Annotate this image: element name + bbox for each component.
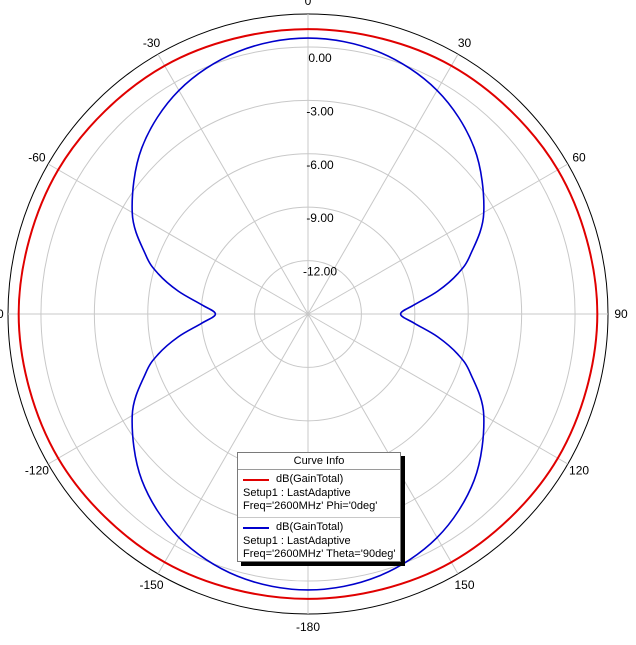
radial-tick-label: -12.00	[303, 265, 337, 279]
grid-spoke	[47, 163, 309, 315]
radial-tick-label: -6.00	[306, 158, 334, 172]
grid-spoke	[157, 53, 309, 315]
angular-tick-label: 30	[458, 36, 472, 50]
radial-tick-label: 0.00	[308, 51, 332, 65]
angular-tick-label: 90	[614, 307, 628, 321]
curve-info-legend[interactable]: Curve Info dB(GainTotal) Setup1 : LastAd…	[237, 452, 401, 562]
legend-title: Curve Info	[238, 453, 400, 470]
radial-tick-label: -9.00	[306, 211, 334, 225]
grid-spoke	[307, 53, 459, 315]
series-theta90-curve	[131, 37, 485, 591]
angular-tick-label: -60	[28, 151, 46, 165]
legend-entry-freq: Freq='2600MHz' Theta='90deg'	[243, 548, 396, 560]
series-phi0-curve	[17, 28, 599, 600]
angular-tick-labels: 0 30 60 90 120 150 -180 -150 -120 -90 -60 -30	[0, 0, 628, 634]
angular-tick-label: 0	[305, 0, 312, 8]
angular-tick-label: -30	[143, 36, 161, 50]
grid-spoke	[47, 313, 309, 465]
legend-entry-theta90[interactable]: dB(GainTotal) Setup1 : LastAdaptive Freq…	[238, 517, 400, 565]
angular-tick-label: 60	[572, 151, 586, 165]
angular-tick-label: -180	[296, 620, 320, 634]
angular-tick-label: -150	[139, 578, 163, 592]
curves	[17, 28, 599, 600]
legend-entry-setup: Setup1 : LastAdaptive	[243, 535, 351, 547]
radial-tick-labels: 0.00 -3.00 -6.00 -9.00 -12.00	[303, 51, 337, 279]
legend-entry-name: dB(GainTotal)	[276, 473, 344, 485]
legend-entry-setup: Setup1 : LastAdaptive	[243, 487, 351, 499]
angular-tick-label: 150	[454, 578, 474, 592]
legend-swatch-red	[243, 479, 269, 481]
grid-spoke	[307, 163, 569, 315]
angular-tick-label: -90	[0, 307, 4, 321]
angular-tick-label: -120	[25, 464, 49, 478]
grid-spoke	[307, 313, 459, 575]
legend-entry-freq: Freq='2600MHz' Phi='0deg'	[243, 500, 378, 512]
legend-entry-name: dB(GainTotal)	[276, 521, 344, 533]
angular-tick-label: 120	[569, 464, 589, 478]
grid-spoke	[307, 313, 569, 465]
grid-spoke	[157, 313, 309, 575]
legend-swatch-blue	[243, 527, 269, 529]
radial-tick-label: -3.00	[306, 104, 334, 118]
legend-entry-phi0[interactable]: dB(GainTotal) Setup1 : LastAdaptive Freq…	[238, 470, 400, 517]
